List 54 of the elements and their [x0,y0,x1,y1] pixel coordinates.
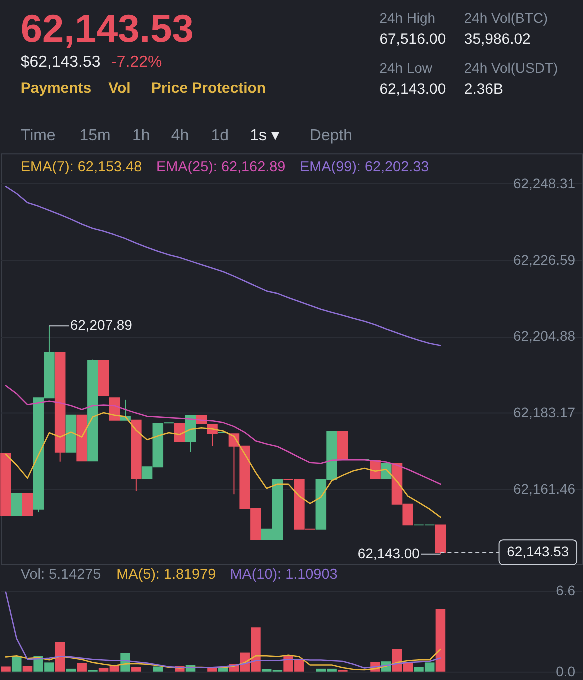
line-series [5,592,442,669]
text: 1h [132,128,150,145]
text: EMA(25): 62,162.89 [156,160,286,176]
candlestick [22,493,34,517]
text: 62,143.53 [20,8,194,52]
text: Time [20,128,56,145]
line-series [5,412,442,518]
y-tick-label: 62,161.46 [514,480,576,497]
bar [22,666,33,672]
candlestick [174,423,186,442]
text: MA(10): 1.10903 [230,567,338,584]
y-tick-label: 62,248.31 [514,175,576,192]
bar [55,642,66,672]
ref-line-label: 62,143.53 [507,544,570,560]
text: 24h Low [380,60,434,76]
text: 1s ▾ [250,128,280,145]
y-tick-label: 62,226.59 [514,252,576,268]
text: Vol [108,80,131,97]
text: Vol: 5.14275 [20,567,102,584]
bar [12,656,22,672]
bar [436,609,446,672]
annotation: 62,143.00 [358,545,420,562]
candlestick [11,493,22,517]
text: 67,516.00 [380,31,446,48]
text: MA(5): 1.81979 [116,567,216,584]
y-tick-label: 62,204.88 [514,328,576,344]
text: 24h High [380,10,436,26]
bar [1,666,11,672]
y-tick-label: 0.0 [556,663,576,680]
bar [77,663,87,672]
text: $62,143.53 [20,54,101,71]
y-tick-label: 62,183.17 [514,404,576,421]
text: 62,143.00 [380,80,446,98]
bar [153,666,164,672]
text: 35,986.02 [464,31,531,48]
annotation: 62,207.89 [70,317,133,334]
text: EMA(99): 62,202.33 [300,160,430,176]
bar [66,668,76,672]
bar [132,667,142,672]
text: 24h Vol(USDT) [464,60,558,76]
text: Payments [20,80,92,97]
text: 24h Vol(BTC) [464,10,548,26]
line-series [5,186,442,346]
text: 15m [80,128,111,145]
text: EMA(7): 62,153.48 [20,160,142,176]
text: 2.36B [464,80,504,98]
y-tick-label: 6.6 [556,582,576,599]
text: Price Protection [151,80,266,97]
line-series [5,648,442,671]
text: 1d [211,128,230,145]
text: 4h [171,128,190,145]
line-series [5,385,442,486]
text: Depth [310,128,352,145]
text: -7.22% [112,54,162,71]
